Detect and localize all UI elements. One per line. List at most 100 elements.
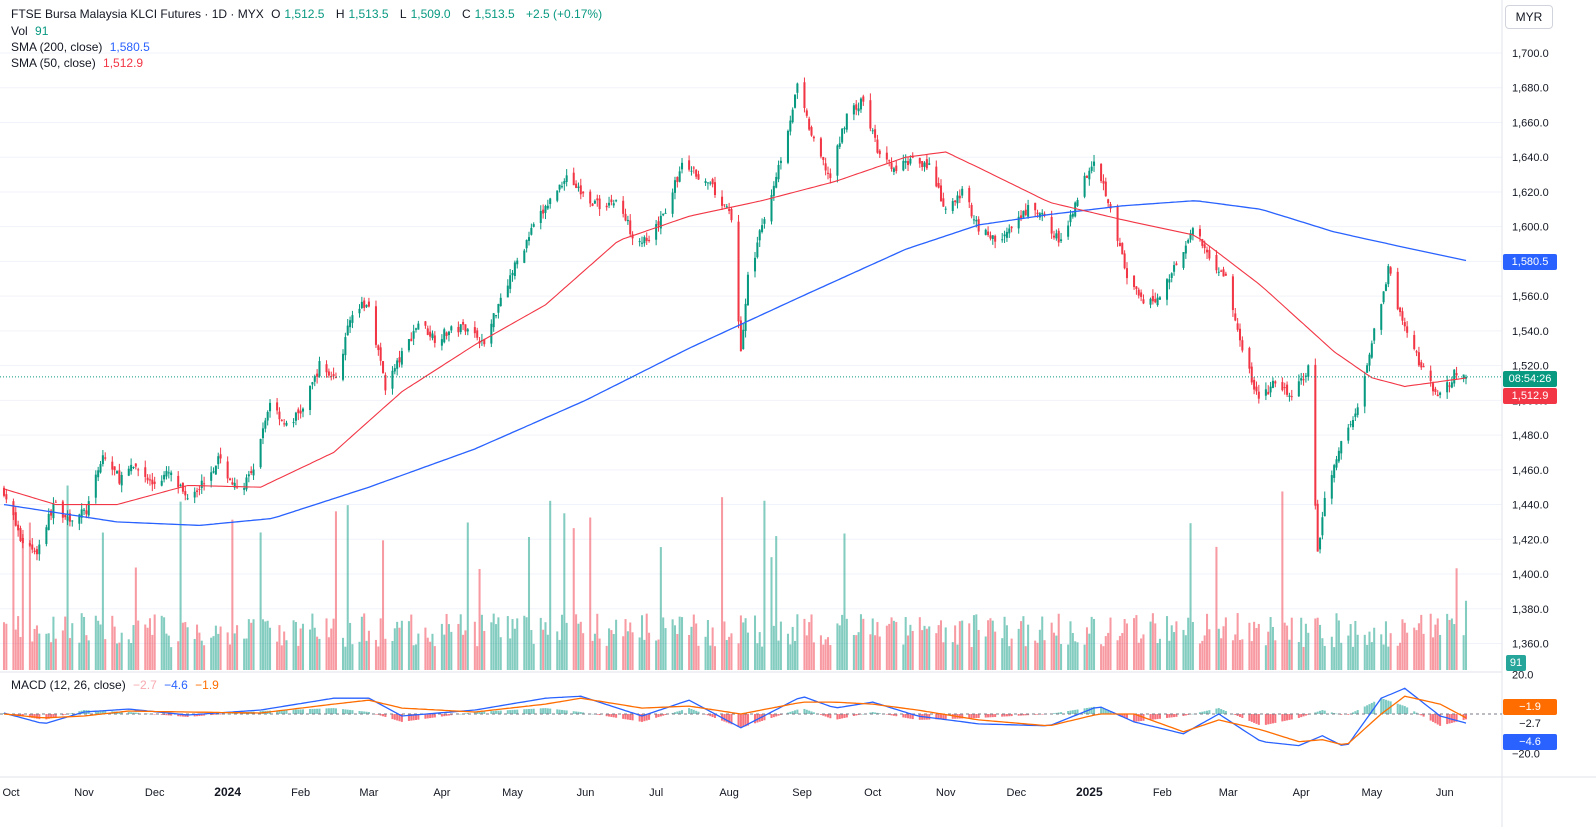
candle-body — [1055, 233, 1058, 239]
candle-body — [1351, 419, 1355, 428]
macd-hist-bar — [120, 711, 123, 714]
time-tick-label: May — [502, 787, 523, 799]
candle-body — [890, 163, 893, 170]
volume-bar — [523, 615, 526, 670]
candle-body — [704, 181, 707, 183]
macd-hist-bar — [426, 714, 429, 719]
candle-body — [1154, 299, 1157, 303]
macd-hist-bar — [681, 710, 684, 714]
time-tick-label: Jul — [649, 787, 663, 799]
candle-body — [662, 213, 665, 216]
candle-body — [951, 201, 954, 212]
macd-hist-bar — [1269, 714, 1272, 724]
candle-body — [35, 549, 38, 555]
volume-bar — [1102, 646, 1105, 670]
volume-bar — [819, 635, 822, 670]
macd-hist-bar — [19, 714, 22, 716]
candle-body — [1330, 475, 1333, 499]
macd-hist-bar — [379, 714, 382, 716]
signal-price-tag: −1.9 — [1503, 699, 1557, 715]
macd-hist-bar — [440, 714, 443, 717]
volume-bar — [1208, 629, 1211, 670]
macd-hist-bar — [1403, 706, 1406, 714]
candle-body — [1123, 253, 1126, 269]
candle-body — [1323, 497, 1326, 517]
macd-hist-bar — [1422, 714, 1425, 717]
time-tick-label: Mar — [1219, 787, 1238, 799]
macd-hist-bar — [1125, 714, 1129, 719]
candle-body — [1001, 239, 1004, 241]
candle-body — [459, 324, 462, 333]
macd-hist-bar — [1165, 714, 1169, 718]
price-tick-label: 1,680.0 — [1512, 83, 1549, 95]
candle-body — [794, 94, 797, 108]
macd-hist-bar — [278, 710, 281, 714]
macd-hist-bar — [35, 714, 38, 719]
candle-body — [527, 237, 531, 241]
candle-body — [283, 423, 286, 425]
macd-hist-bar — [876, 712, 879, 714]
candle-body — [895, 165, 898, 171]
volume-bar — [826, 637, 830, 670]
candle-body — [838, 143, 841, 147]
candle-body — [984, 229, 987, 235]
volume-bar — [954, 625, 957, 670]
volume-bar — [629, 622, 632, 670]
macd-hist-bar — [756, 714, 759, 723]
macd-hist-bar — [772, 714, 775, 718]
volume-bar — [509, 638, 512, 670]
candle-body — [414, 328, 418, 330]
candle-body — [1439, 392, 1442, 395]
candle-body — [151, 479, 154, 485]
volume-bar — [1041, 616, 1044, 670]
volume-bar — [101, 532, 104, 670]
candle-body — [127, 468, 130, 476]
volume-bar — [1173, 632, 1176, 670]
volume-bar — [1109, 617, 1112, 670]
volume-bar — [575, 614, 578, 670]
macd-hist-bar — [226, 713, 229, 715]
symbol-title: FTSE Bursa Malaysia KLCI Futures · 1D · … — [11, 7, 264, 21]
macd-hist-bar — [400, 714, 403, 722]
macd-hist-bar — [33, 714, 36, 719]
currency-selector[interactable]: MYR — [1505, 5, 1553, 29]
macd-hist-bar — [577, 711, 580, 714]
macd-hist-bar — [862, 714, 865, 715]
macd-hist-bar — [1446, 714, 1449, 725]
volume-bar — [989, 618, 992, 670]
macd-hist-bar — [1434, 714, 1437, 724]
volume-bar — [1003, 616, 1006, 670]
volume-bar — [1234, 634, 1237, 670]
price-tick-label: 1,620.0 — [1512, 187, 1549, 199]
macd-hist-bar — [94, 710, 97, 714]
volume-bar — [1142, 634, 1145, 670]
volume-bar — [1151, 613, 1154, 670]
volume-bar — [433, 646, 436, 670]
volume-bar — [184, 622, 187, 670]
volume-bar — [1083, 644, 1086, 670]
macd-hist-bar — [671, 712, 674, 714]
candle-body — [134, 463, 137, 467]
macd-hist-bar — [31, 714, 34, 718]
macd-hist-bar — [989, 714, 992, 718]
volume-bar — [878, 636, 881, 670]
candle-body — [492, 313, 495, 328]
hist-price-tag: −2.7 — [1503, 716, 1557, 732]
candle-body — [313, 376, 316, 382]
volume-bar — [179, 501, 182, 670]
macd-hist-bar — [1168, 714, 1171, 718]
macd-hist-bar — [775, 714, 778, 717]
volume-bar — [610, 630, 613, 670]
macd-hist-bar — [179, 714, 182, 717]
candle-body — [1274, 381, 1277, 384]
candle-body — [115, 471, 119, 474]
macd-hist-bar — [852, 714, 855, 716]
candle-body — [509, 275, 512, 289]
candle-body — [233, 482, 236, 488]
volume-bar — [450, 631, 453, 670]
candle-body — [148, 479, 151, 481]
volume-bar — [1283, 622, 1286, 670]
volume-bar — [918, 617, 921, 670]
volume-bar — [605, 645, 608, 670]
